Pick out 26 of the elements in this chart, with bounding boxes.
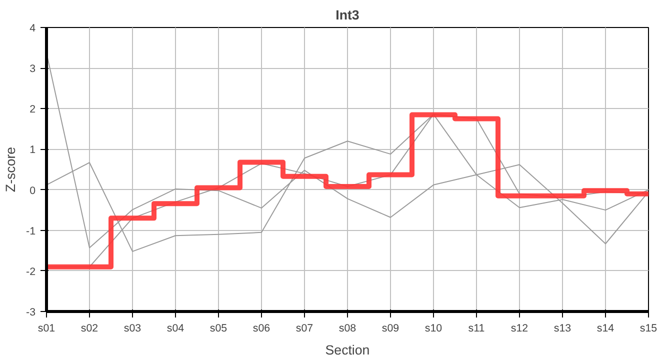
x-tick-label: s08: [338, 322, 356, 334]
x-tick-label: s09: [382, 322, 400, 334]
x-tick-label: s03: [124, 322, 142, 334]
chart-title: Int3: [336, 8, 360, 22]
y-tick-label: -3: [26, 306, 36, 318]
x-tick-label: s07: [296, 322, 314, 334]
x-axis-title: Section: [325, 342, 370, 358]
y-tick-label: 2: [30, 104, 36, 116]
x-tick-label: s06: [252, 322, 270, 334]
x-tick-label: s13: [554, 322, 572, 334]
y-tick-label: 3: [30, 63, 36, 76]
y-tick-label: 0: [30, 184, 36, 197]
x-tick-label: s15: [640, 322, 658, 334]
x-tick-label: s04: [166, 322, 184, 334]
x-tick-label: s10: [424, 322, 442, 334]
y-tick-label: 4: [30, 22, 36, 34]
x-tick-label: s12: [510, 322, 528, 334]
x-tick-label: s05: [210, 322, 228, 334]
y-tick-label: -2: [26, 266, 36, 278]
x-tick-label: s14: [596, 322, 614, 334]
y-tick-label: -1: [26, 225, 36, 238]
y-tick-label: 1: [30, 144, 36, 156]
y-axis-title: Z-score: [3, 146, 18, 192]
x-tick-label: s11: [468, 322, 485, 334]
x-tick-label: s01: [38, 322, 56, 334]
x-tick-label: s02: [80, 322, 98, 334]
